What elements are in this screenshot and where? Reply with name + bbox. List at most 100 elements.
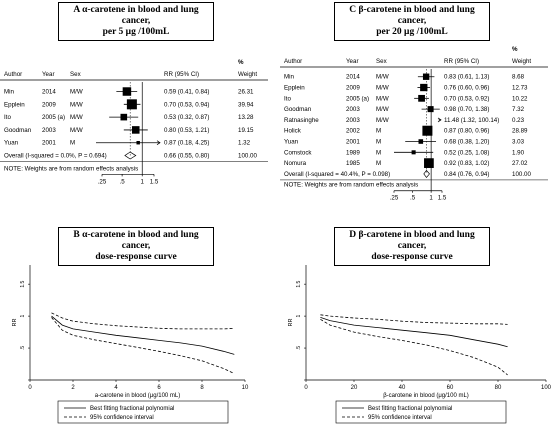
dose-panel-b: B α-carotene in blood and lung cancer, d… xyxy=(0,215,276,429)
study-box xyxy=(136,140,140,145)
study-box xyxy=(122,87,132,96)
panel-d-title-line1: D β-carotene in blood and lung cancer, xyxy=(349,230,475,251)
ci-curve xyxy=(51,317,235,374)
row-sex: M/W xyxy=(376,74,389,81)
row-author: Epplein xyxy=(4,101,25,108)
row-year: 1985 xyxy=(346,160,360,167)
col-header-sex: Sex xyxy=(70,71,82,78)
row-year: 2002 xyxy=(346,128,360,135)
study-box xyxy=(420,83,428,92)
x-tick-label: 1 xyxy=(429,195,433,202)
study-box xyxy=(131,126,140,134)
y-tick-label: 1 xyxy=(20,315,26,318)
x-tick-label: 8 xyxy=(200,385,204,391)
col-header-year: Year xyxy=(42,71,55,78)
row-weight: 10.22 xyxy=(512,95,528,102)
row-rr-label: 0.87 (0.18, 4.25) xyxy=(164,140,209,147)
fitted-curve xyxy=(51,315,235,355)
study-box xyxy=(427,106,434,113)
x-tick-label: 0 xyxy=(28,385,32,391)
study-box xyxy=(418,139,424,144)
row-sex: M/W xyxy=(70,101,83,108)
row-rr-label: 11.48 (1.32, 100.14) xyxy=(444,117,499,124)
col-header-author: Author xyxy=(284,58,302,65)
study-box xyxy=(120,113,128,121)
row-weight: 12.73 xyxy=(512,85,528,92)
row-rr-label: 0.53 (0.32, 0.87) xyxy=(164,114,209,121)
row-sex: M xyxy=(376,149,381,156)
row-weight: 19.15 xyxy=(238,127,254,134)
overall-rr-label: 0.84 (0.76, 0.94) xyxy=(444,171,489,178)
overall-diamond xyxy=(124,151,137,160)
x-axis-label: a-carotene in blood (μg/100 mL) xyxy=(95,393,181,399)
panel-d-title: D β-carotene in blood and lung cancer, d… xyxy=(334,227,490,266)
y-tick-label: 1 xyxy=(296,315,302,318)
row-weight: 13.28 xyxy=(238,114,254,121)
row-weight: 8.68 xyxy=(512,74,525,81)
study-box xyxy=(422,73,430,80)
row-year: 2009 xyxy=(42,101,56,108)
panel-d-title-line2: dose-response curve xyxy=(371,252,453,262)
row-sex: M xyxy=(376,139,381,146)
ci-curve xyxy=(320,314,508,325)
note-text: NOTE: Weights are from random effects an… xyxy=(4,165,138,172)
dose-panel-d: D β-carotene in blood and lung cancer, d… xyxy=(276,215,552,429)
legend-label-fit: Best fitting fractional polynomial xyxy=(368,406,452,412)
row-year: 2003 xyxy=(346,106,360,113)
x-tick-label: 0 xyxy=(304,385,308,391)
row-author: Goodman xyxy=(284,106,312,113)
x-tick-label: .25 xyxy=(390,195,399,202)
panel-a-title-line1: A α-carotene in blood and lung cancer, xyxy=(73,5,199,26)
x-tick-label: 1.5 xyxy=(150,178,159,185)
row-rr-label: 0.92 (0.83, 1.02) xyxy=(444,160,489,167)
y-tick-label: .5 xyxy=(20,346,26,350)
col-header-rr: RR (95% CI) xyxy=(164,71,199,78)
row-sex: M xyxy=(376,128,381,135)
ci-curve xyxy=(320,318,508,376)
row-year: 2014 xyxy=(346,74,360,81)
forest-panel-c: C β-carotene in blood and lung cancer, p… xyxy=(276,0,552,215)
row-sex: M/W xyxy=(376,106,389,113)
panel-c-title-line1: C β-carotene in blood and lung cancer, xyxy=(349,5,475,26)
dose-plot-b: .5 1 1.5 0 2 4 6 8 10 RR a-carotene in blood (μg/1… xyxy=(12,265,249,424)
row-year: 1989 xyxy=(346,149,360,156)
x-tick-label: .25 xyxy=(98,178,107,185)
legend-label-fit: Best fitting fractional polynomial xyxy=(90,406,174,412)
ci-curve xyxy=(51,312,235,330)
row-rr-label: 0.68 (0.38, 1.20) xyxy=(444,139,489,146)
note-text: NOTE: Weights are from random effects an… xyxy=(284,182,418,189)
forest-panel-a: A α-carotene in blood and lung cancer, p… xyxy=(0,0,276,215)
row-weight: 1.90 xyxy=(512,149,525,156)
ci-arrow xyxy=(437,117,442,123)
x-tick-label: 40 xyxy=(399,385,406,391)
row-sex: M/W xyxy=(70,89,83,96)
row-year: 2001 xyxy=(346,139,360,146)
row-year: 2001 xyxy=(42,140,56,147)
y-tick-label: 1.5 xyxy=(296,280,302,287)
study-box xyxy=(411,150,416,155)
legend-box xyxy=(57,400,229,424)
panel-b-title: B α-carotene in blood and lung cancer, d… xyxy=(58,227,214,266)
col-header-weight: Weight xyxy=(512,58,531,65)
row-year: 2009 xyxy=(346,85,360,92)
study-box xyxy=(418,94,425,102)
row-author: Yuan xyxy=(284,139,299,146)
row-author: Min xyxy=(4,89,15,96)
x-tick-label: 10 xyxy=(242,385,249,391)
overall-weight: 100.00 xyxy=(238,153,257,160)
overall-weight: 100.00 xyxy=(512,171,531,178)
legend-label-ci: 95% confidence interval xyxy=(368,415,432,421)
row-weight: 7.32 xyxy=(512,106,525,113)
x-tick-label: 1.5 xyxy=(438,195,447,202)
row-sex: M/W xyxy=(376,85,389,92)
ci-arrow xyxy=(156,140,161,146)
col-header-weight-pct: % xyxy=(512,46,518,53)
row-weight: 1.32 xyxy=(238,140,251,147)
row-author: Ratnasinghe xyxy=(284,117,319,124)
y-axis-label: RR xyxy=(12,319,18,327)
row-author: Comstock xyxy=(284,149,312,156)
row-author: Epplein xyxy=(284,85,305,92)
overall-diamond xyxy=(423,169,430,178)
study-box xyxy=(424,158,434,168)
x-tick-label: 20 xyxy=(351,385,358,391)
